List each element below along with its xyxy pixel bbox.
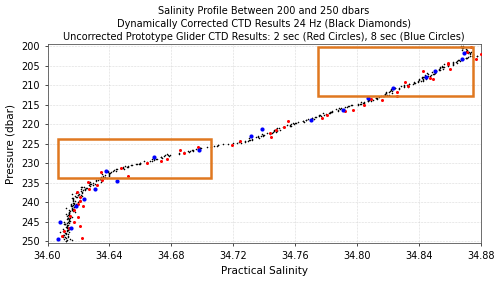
- Title: Salinity Profile Between 200 and 250 dbars
Dynamically Corrected CTD Results 24 : Salinity Profile Between 200 and 250 dba…: [64, 6, 465, 42]
- Bar: [318, 47, 473, 96]
- X-axis label: Practical Salinity: Practical Salinity: [220, 266, 308, 276]
- Y-axis label: Pressure (dbar): Pressure (dbar): [6, 104, 16, 184]
- Bar: [58, 139, 212, 178]
